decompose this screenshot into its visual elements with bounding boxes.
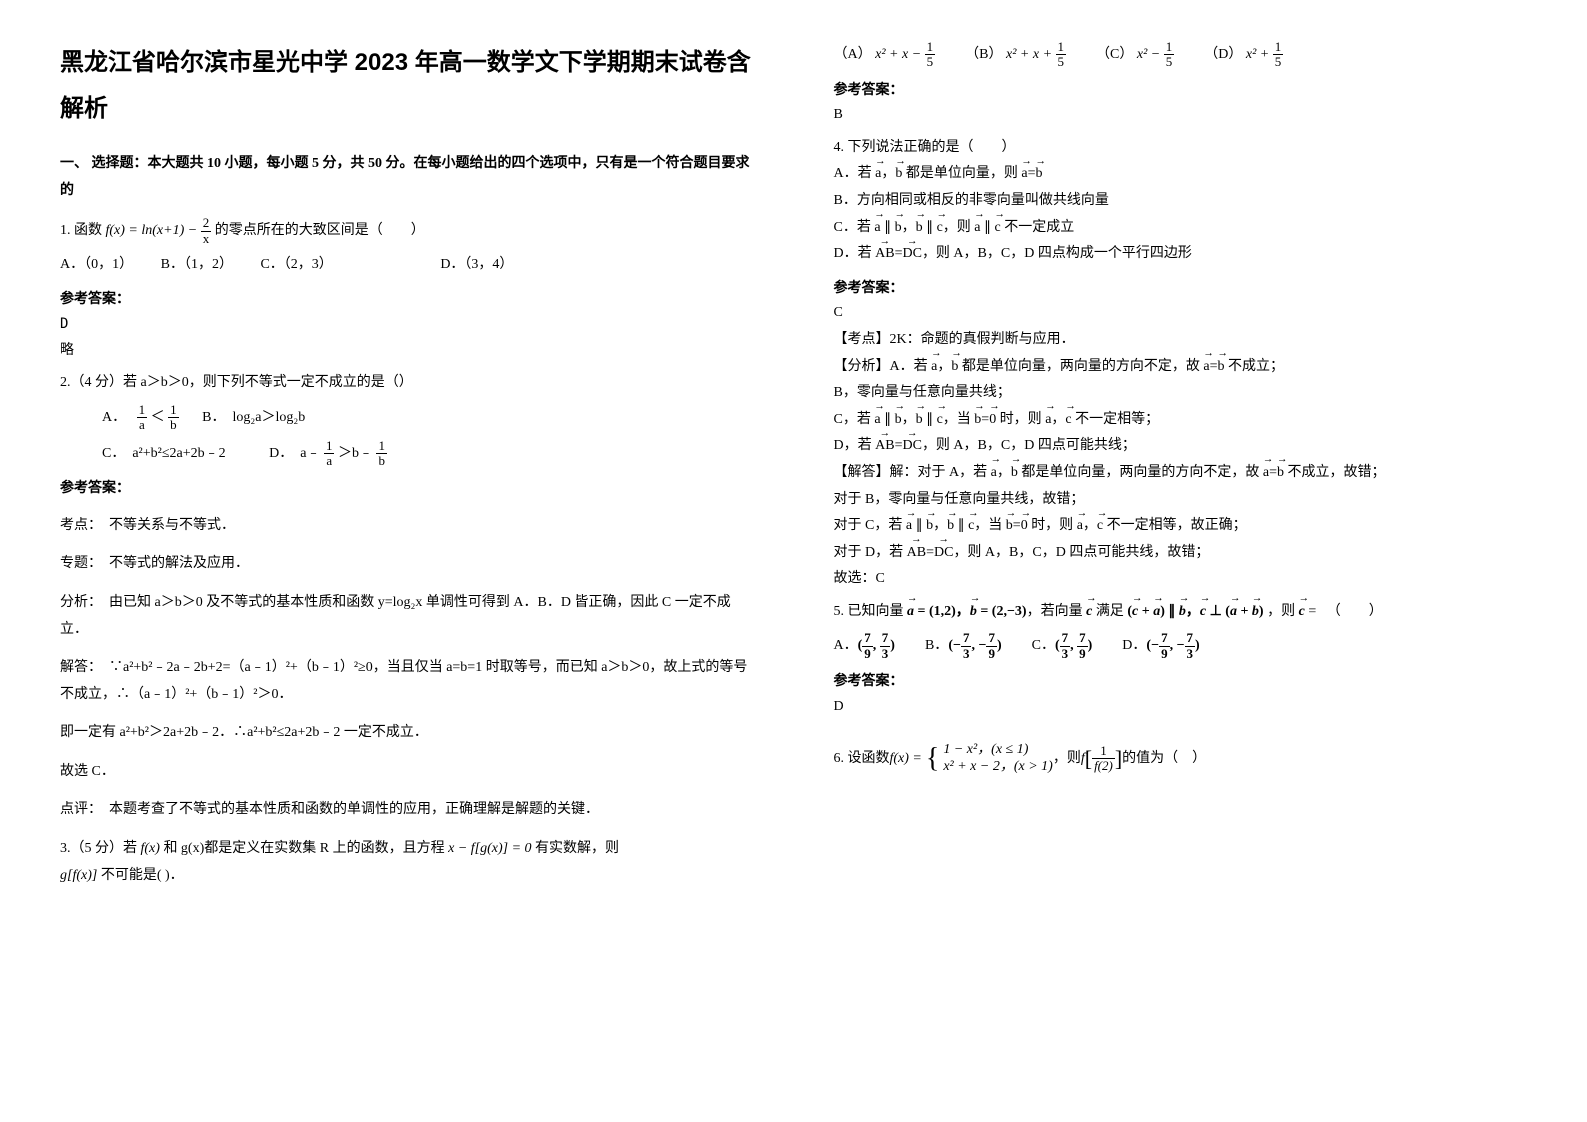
q2-p6: 故选 C．: [60, 759, 754, 786]
q3-oB: （B） x² + x + 15: [965, 40, 1066, 70]
q3-b: 和 g(x)都是定义在实数集 R 上的函数，且方程: [163, 841, 448, 856]
q3-l2b: 不可能是( )．: [101, 868, 184, 883]
q2-1b: 1b: [168, 403, 179, 433]
q2-stem: 2.（4 分）若 a＞b＞0，则下列不等式一定不成立的是（）: [60, 370, 754, 397]
q4-ans-label: 参考答案：: [834, 274, 1528, 301]
q3: 3.（5 分）若 f(x) 和 g(x)都是定义在实数集 R 上的函数，且方程 …: [60, 836, 754, 863]
q1-frac: 2x: [201, 216, 212, 246]
q5-oB: B．(−73, −79): [925, 631, 1002, 661]
q5-oA: A．(79, 73): [834, 631, 895, 661]
q2-p3: 分析： 由已知 a＞b＞0 及不等式的基本性质和函数 y=log₂x 单调性可得…: [60, 590, 754, 643]
q5-opts: A．(79, 73) B．(−73, −79) C．(73, 79) D．(−7…: [834, 631, 1528, 661]
q2-optsCD: C． a²+b²≤2a+2b﹣2 D． a﹣ 1a ＞b﹣ 1b: [60, 439, 754, 469]
q2-optC: C． a²+b²≤2a+2b﹣2: [102, 446, 226, 461]
q2-optsAB: A． 1a ＜ 1b B． log₂a＞log₂b: [60, 403, 754, 433]
q2-optB: B． log₂a＞log₂b: [202, 410, 305, 425]
q3-gfx: g[f(x)]: [60, 868, 97, 883]
q1-func: f(x) = ln(x+1) −: [106, 223, 201, 238]
q3-options: （A） x² + x − 15 （B） x² + x + 15 （C） x² −…: [834, 40, 1528, 70]
q1-options: A．（0，1） B．（1，2） C．（2，3） D．（3，4）: [60, 252, 754, 279]
q1-ans: D: [60, 311, 754, 338]
q5-ans-label: 参考答案：: [834, 667, 1528, 694]
page-title: 黑龙江省哈尔滨市星光中学 2023 年高一数学文下学期期末试卷含解析: [60, 40, 754, 131]
q2-p5: 即一定有 a²+b²＞2a+2b﹣2．∴a²+b²≤2a+2b﹣2 一定不成立．: [60, 720, 754, 747]
q5-oC: C．(73, 79): [1032, 631, 1093, 661]
q3-c: 有实数解，则: [535, 841, 619, 856]
q1-ans-label: 参考答案：: [60, 285, 754, 312]
q4-C: C．若 a ∥ b，b ∥ c，则 a ∥ c 不一定成立: [834, 215, 1528, 242]
q4-A: A．若 a，b 都是单位向量，则 a=b: [834, 161, 1528, 188]
q1-optA: A．（0，1）: [60, 257, 133, 272]
q3-a: 3.（5 分）若: [60, 841, 141, 856]
q3-ans-label: 参考答案：: [834, 76, 1528, 103]
q3-oA: （A） x² + x − 15: [834, 40, 936, 70]
q4-stem: 4. 下列说法正确的是（ ）: [834, 135, 1528, 162]
q2-optA-mid: ＜: [151, 410, 165, 425]
q2-p4: 解答： ∵a²+b²﹣2a﹣2b+2=（a﹣1）²+（b﹣1）²≥0，当且仅当 …: [60, 655, 754, 708]
q2-p7: 点评： 本题考查了不等式的基本性质和函数的单调性的应用，正确理解是解题的关键．: [60, 797, 754, 824]
q4-fxC: C，若 a ∥ b，b ∥ c，当 b=0 时，则 a，c 不一定相等；: [834, 407, 1528, 434]
section-heading: 一、 选择题：本大题共 10 小题，每小题 5 分，共 50 分。在每小题给出的…: [60, 151, 754, 204]
q1-optD: D．（3，4）: [440, 257, 513, 272]
q1-stem-pre: 1. 函数: [60, 223, 106, 238]
q3-eq: x − f[g(x)] = 0: [448, 841, 531, 856]
q4-jdA: 【解答】解：对于 A，若 a，b 都是单位向量，两向量的方向不定，故 a=b 不…: [834, 460, 1528, 487]
q2-1a: 1a: [137, 403, 148, 433]
q5: 5. 已知向量 a = (1,2)，b = (2,−3)，若向量 c 满足 (c…: [834, 599, 1528, 626]
q2-optA-pre: A．: [102, 410, 133, 425]
q1-note: 略: [60, 338, 754, 365]
q3-fx: f(x): [141, 841, 160, 856]
q2-1b2: 1b: [376, 439, 387, 469]
q2-optD-mid: ＞b﹣: [338, 446, 373, 461]
q2-p1: 考点： 不等关系与不等式．: [60, 513, 754, 540]
q1-stem-post: 的零点所在的大致区间是（ ）: [215, 223, 425, 238]
q2-ans-label: 参考答案：: [60, 474, 754, 501]
q2-optD-pre: D． a﹣: [269, 446, 320, 461]
q5-oD: D．(−79, −73): [1122, 631, 1199, 661]
q3-oD: （D） x² + 15: [1204, 40, 1283, 70]
q1: 1. 函数 f(x) = ln(x+1) − 2x 的零点所在的大致区间是（ ）: [60, 216, 754, 246]
q2-1a2: 1a: [324, 439, 335, 469]
q2-p2: 专题： 不等式的解法及应用．: [60, 551, 754, 578]
q1-optC: C．（2，3）: [260, 257, 332, 272]
q6: 6. 设函数 f(x) = { 1 − x²，(x ≤ 1) x² + x − …: [834, 732, 1528, 785]
q4-fxA: 【分析】A．若 a，b 都是单位向量，两向量的方向不定，故 a=b 不成立；: [834, 354, 1528, 381]
q3-line2: g[f(x)] 不可能是( )．: [60, 863, 754, 890]
q4-ans: C: [834, 300, 1528, 327]
q4-fxD: D，若 AB=DC，则 A，B，C，D 四点可能共线；: [834, 433, 1528, 460]
q1-optB: B．（1，2）: [161, 257, 233, 272]
q4-D: D．若 AB=DC，则 A，B，C，D 四点构成一个平行四边形: [834, 241, 1528, 268]
q3-oC: （C） x² − 15: [1096, 40, 1174, 70]
q5-ans: D: [834, 694, 1528, 721]
q3-ans: B: [834, 102, 1528, 129]
q4-jdB: 对于 B，零向量与任意向量共线，故错；: [834, 487, 1528, 514]
q4-jdD: 对于 D，若 AB=DC，则 A，B，C，D 四点可能共线，故错；: [834, 540, 1528, 567]
